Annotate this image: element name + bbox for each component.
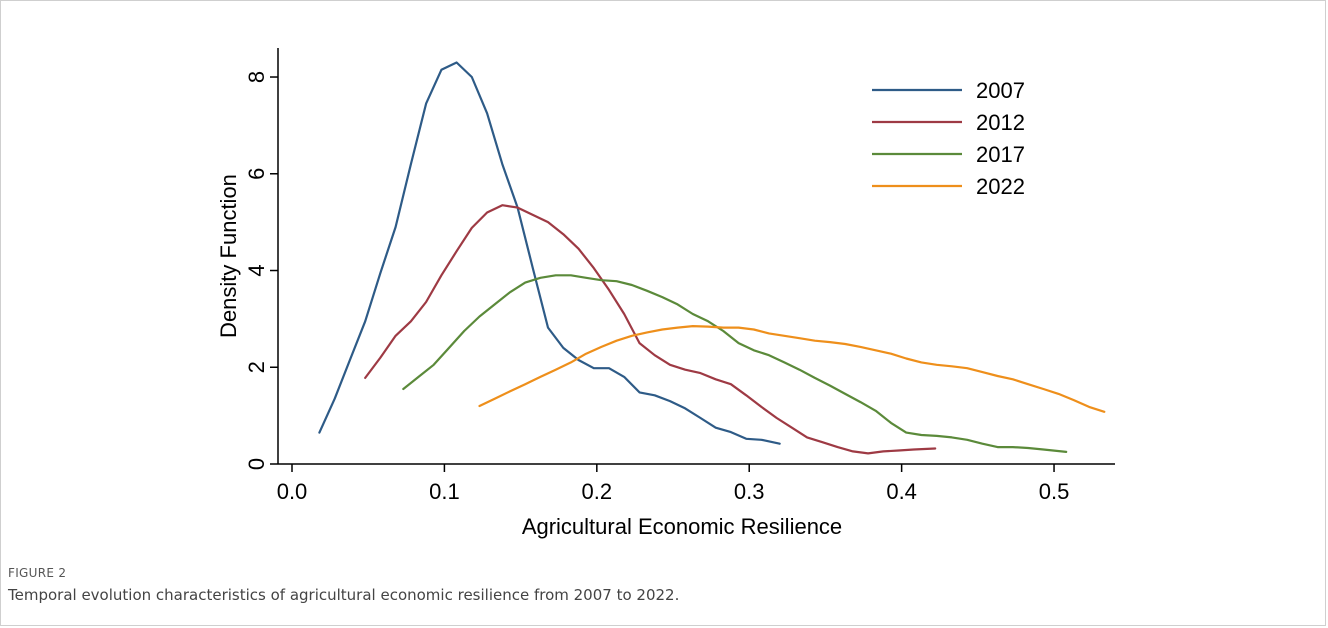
legend-label-2012: 2012 [976,110,1025,135]
legend-label-2022: 2022 [976,174,1025,199]
density-chart: 0.0 0.1 0.2 0.3 0.4 0.5 0 2 4 6 8 2007 2012 2017 2022… [216,48,1115,539]
series-line-2022 [478,325,1106,413]
y-tick-label: 4 [244,264,269,276]
legend-label-2017: 2017 [976,142,1025,167]
x-tick-label: 0.1 [429,479,460,504]
series-line-2007 [318,61,781,445]
y-axis-label: Density Function [216,174,241,338]
y-tick-label: 0 [244,458,269,470]
figure-label: FIGURE 2 [8,566,67,580]
series-line-2012 [364,204,937,455]
chart-series [318,61,1106,455]
x-tick-label: 0.4 [886,479,917,504]
legend-label-2007: 2007 [976,78,1025,103]
x-axis-label: Agricultural Economic Resilience [522,514,842,539]
x-tick-label: 0.0 [277,479,308,504]
x-tick-label: 0.2 [582,479,613,504]
chart-legend: 2007 2012 2017 2022 [872,78,1025,199]
x-tick-label: 0.3 [734,479,765,504]
y-tick-label: 8 [244,71,269,83]
figure-caption: Temporal evolution characteristics of ag… [8,586,680,604]
x-tick-label: 0.5 [1039,479,1070,504]
y-tick-label: 6 [244,168,269,180]
chart-axes: 0.0 0.1 0.2 0.3 0.4 0.5 0 2 4 6 8 [244,48,1115,504]
y-tick-label: 2 [244,361,269,373]
series-line-2017 [402,274,1068,453]
